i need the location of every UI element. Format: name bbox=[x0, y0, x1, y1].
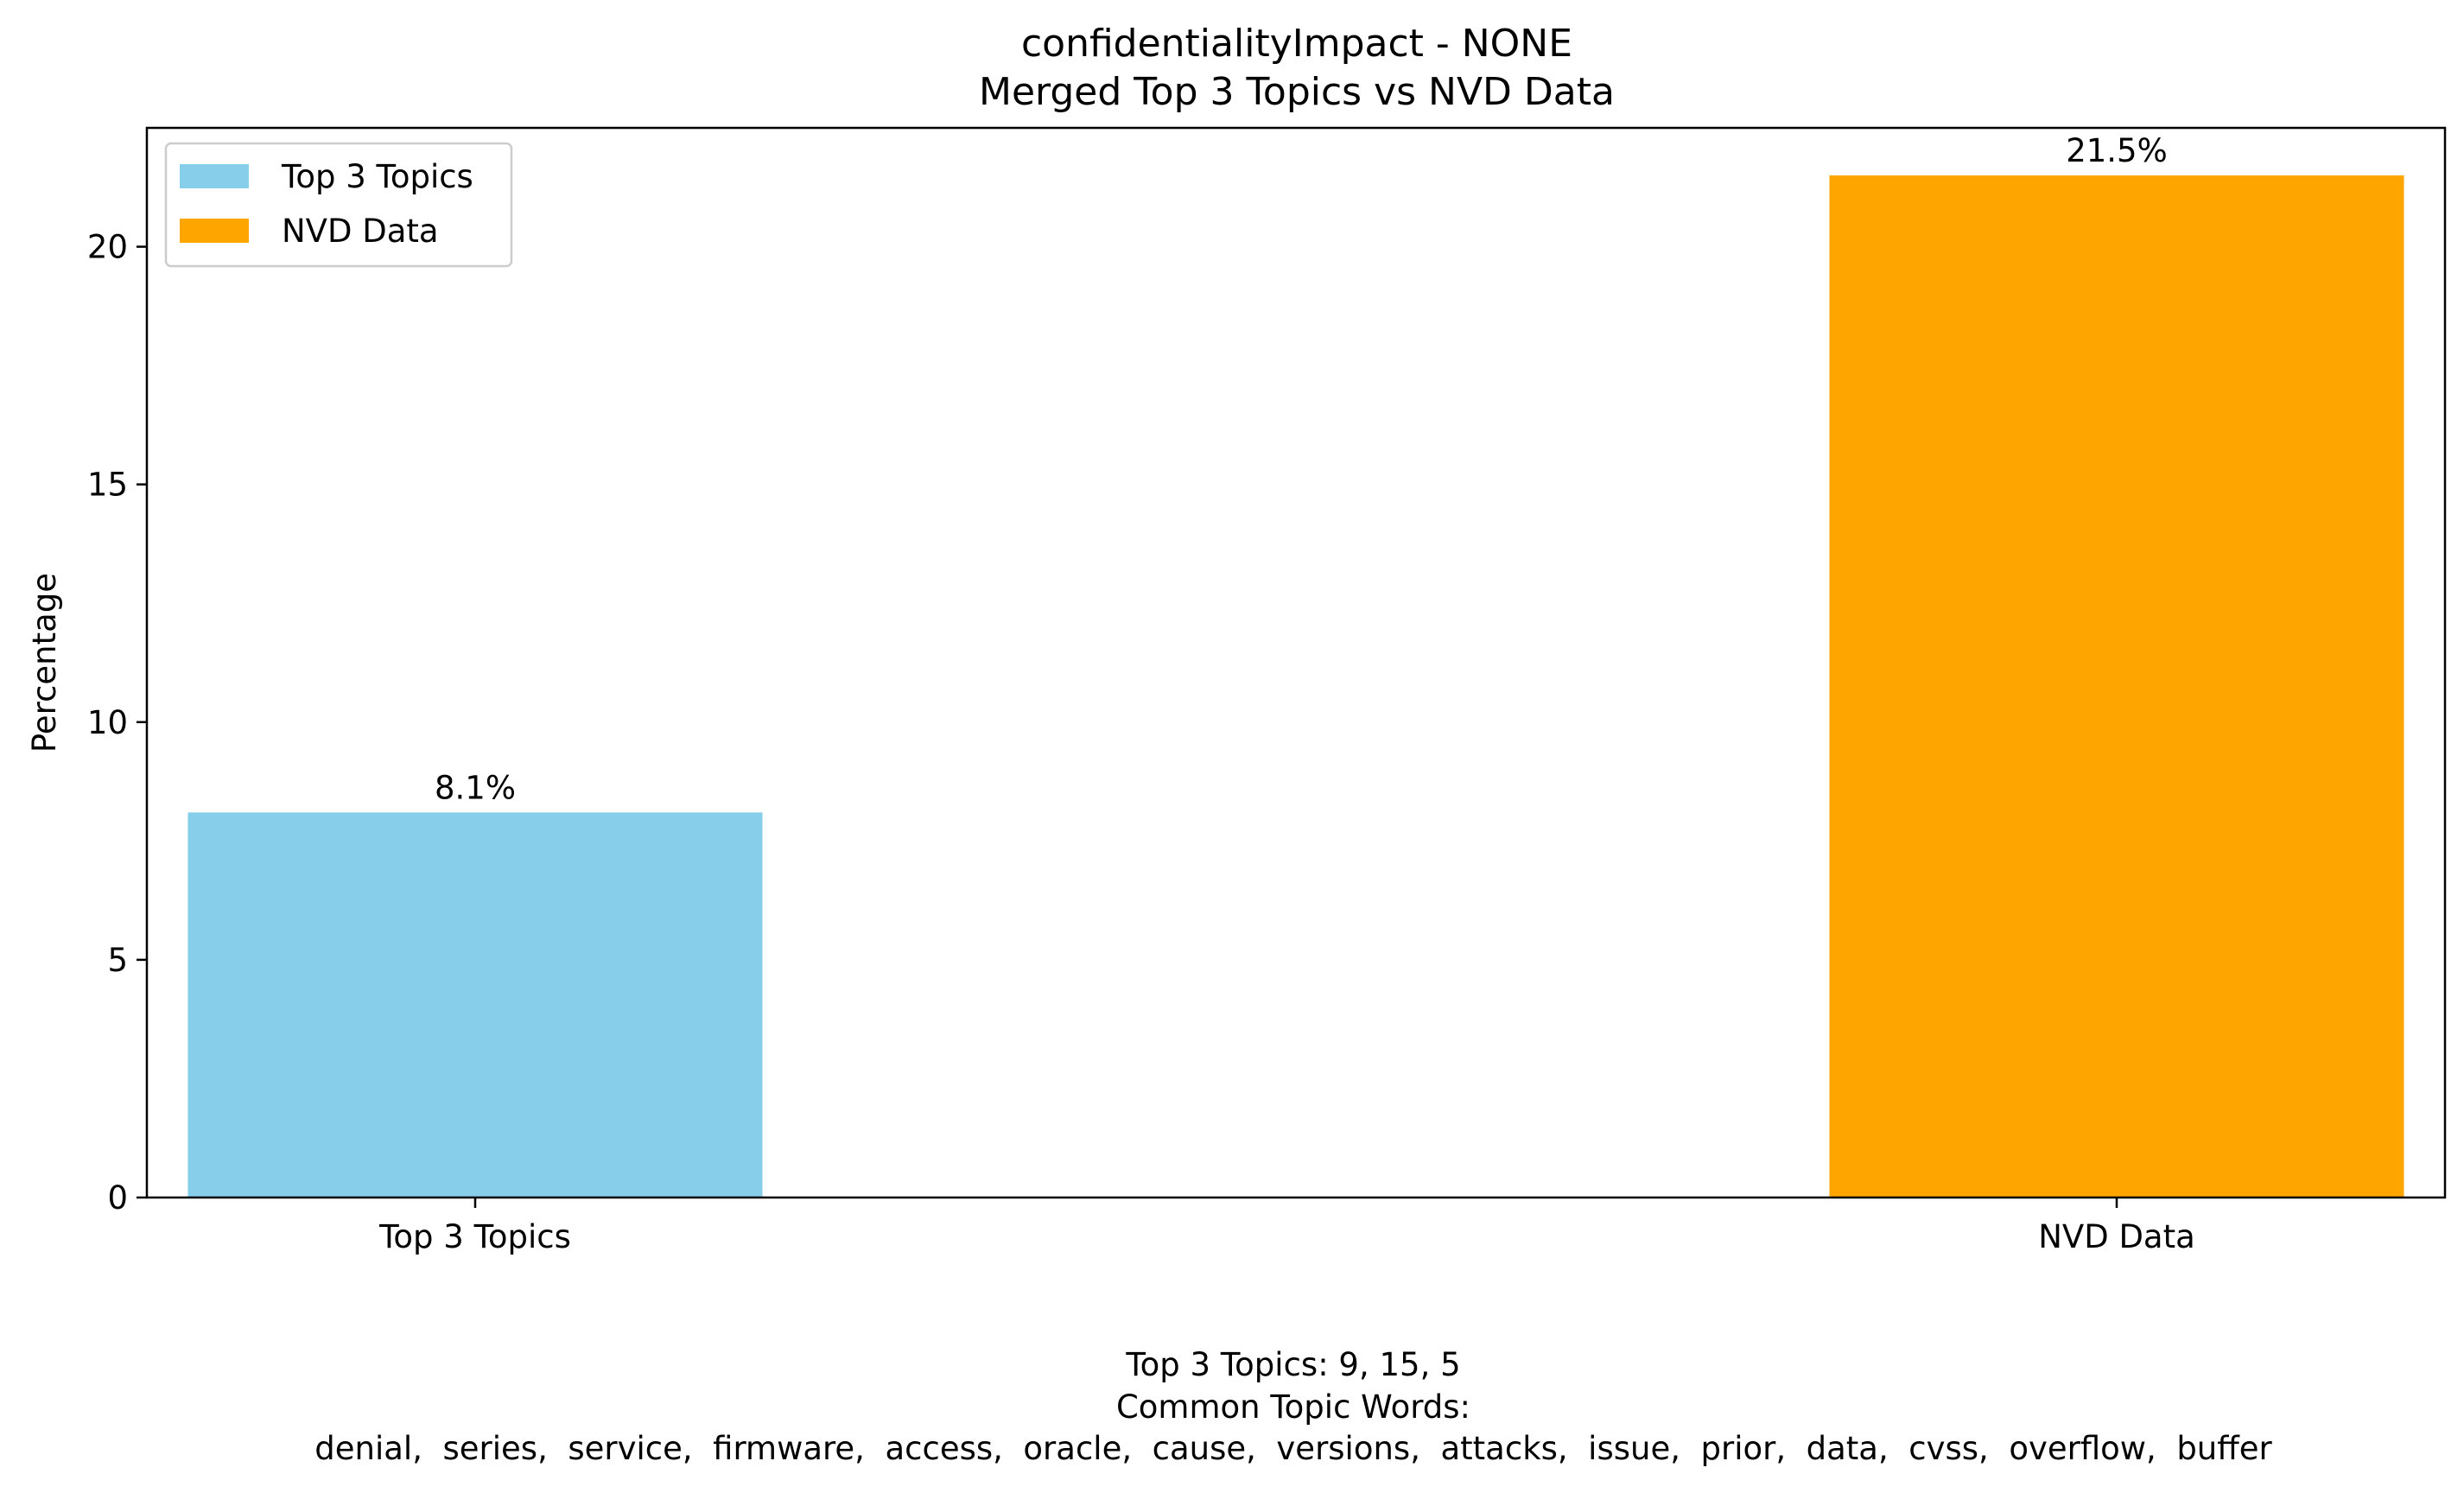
legend-swatch-top-3-topics bbox=[180, 164, 249, 188]
footer-topics-line: Top 3 Topics: 9, 15, 5 bbox=[1125, 1346, 1460, 1383]
y-axis-ticks: 0 5 10 15 20 bbox=[87, 229, 147, 1217]
bar-top-3-topics bbox=[187, 812, 763, 1198]
chart-subtitle: Merged Top 3 Topics vs NVD Data bbox=[979, 70, 1615, 114]
footer-common-words-heading: Common Topic Words: bbox=[1116, 1388, 1470, 1426]
legend: Top 3 Topics NVD Data bbox=[164, 142, 513, 268]
plot-frame bbox=[145, 126, 2447, 1199]
bar-nvd-data bbox=[1829, 175, 2404, 1198]
y-axis-label: Percentage bbox=[26, 573, 63, 753]
y-tick-label-0: 0 bbox=[107, 1179, 128, 1217]
x-axis-ticks: Top 3 Topics NVD Data bbox=[378, 1198, 2195, 1255]
legend-frame bbox=[164, 142, 513, 268]
bar-data-labels: 8.1% 21.5% bbox=[435, 132, 2168, 806]
data-label-nvd-data: 21.5% bbox=[2066, 132, 2168, 169]
legend-swatch-nvd-data bbox=[180, 219, 249, 243]
legend-label-top-3-topics: Top 3 Topics bbox=[281, 158, 473, 195]
y-tick-label-20: 20 bbox=[87, 229, 128, 266]
data-label-top-3-topics: 8.1% bbox=[435, 769, 516, 806]
footer-common-words-list: denial, series, service, firmware, acces… bbox=[314, 1430, 2272, 1467]
y-tick-label-15: 15 bbox=[87, 467, 128, 504]
legend-label-nvd-data: NVD Data bbox=[282, 213, 439, 250]
x-tick-label-nvd-data: NVD Data bbox=[2038, 1218, 2195, 1255]
x-tick-label-top-3-topics: Top 3 Topics bbox=[378, 1218, 571, 1255]
y-tick-label-10: 10 bbox=[87, 704, 128, 741]
chart-title: confidentialityImpact - NONE bbox=[1021, 22, 1572, 66]
y-tick-label-5: 5 bbox=[107, 942, 128, 979]
bars-layer bbox=[187, 175, 2404, 1198]
